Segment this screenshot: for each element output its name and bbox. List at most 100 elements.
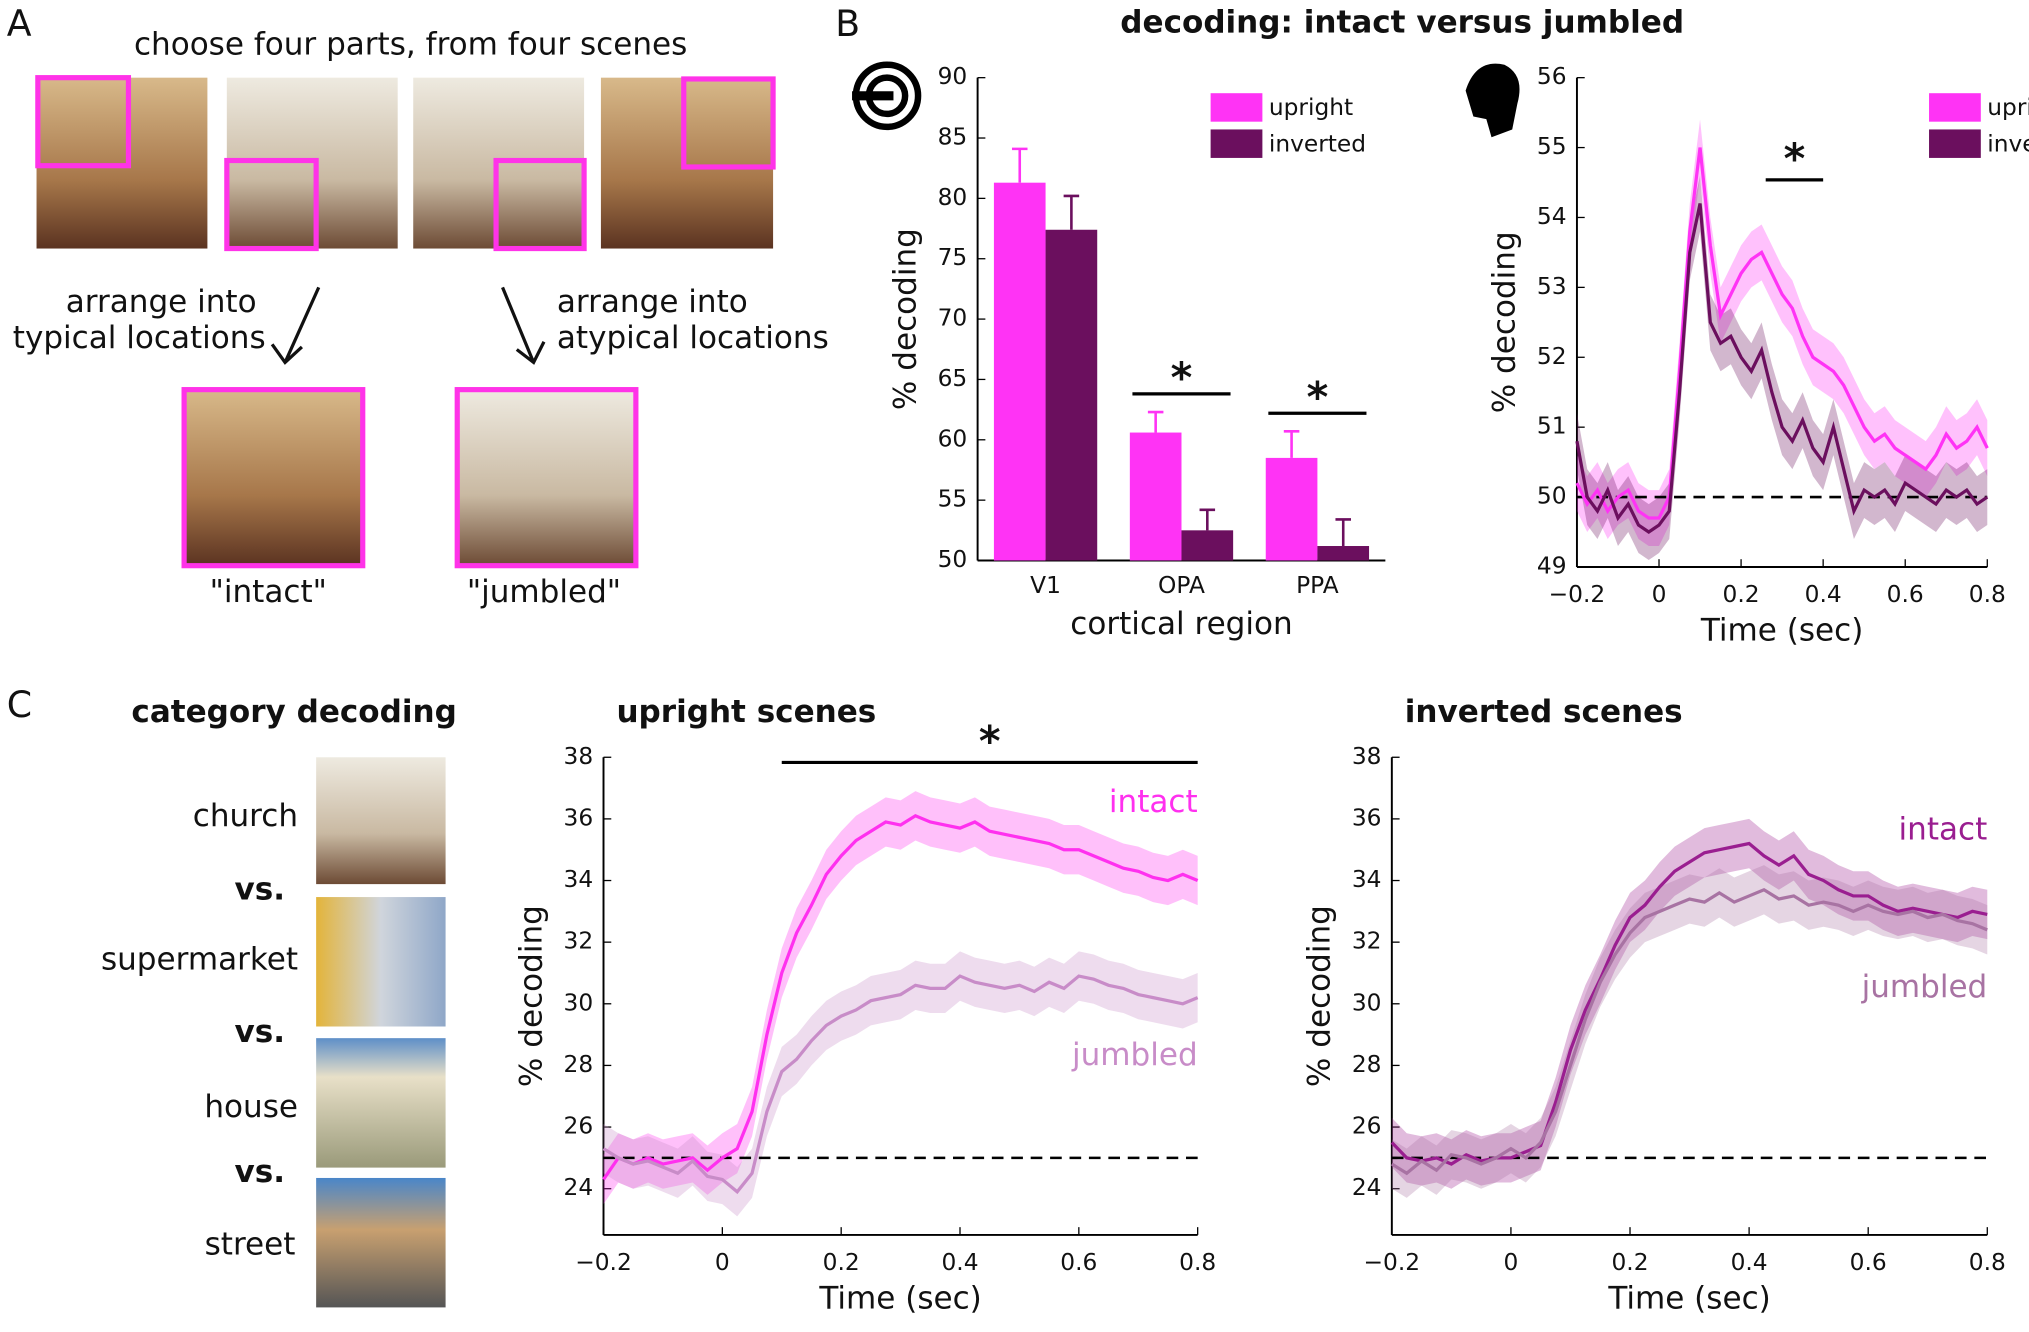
bar [1181,530,1234,561]
error-bar [1011,147,1028,183]
y-tick-label: 50 [938,546,968,573]
chart-title: upright scenes [616,694,876,730]
y-tick-label: 24 [1352,1174,1382,1201]
error-band [1576,175,1988,560]
y-tick-label: 85 [938,124,968,151]
series-label: jumbled [1071,1037,1198,1073]
x-tick-label: 0.2 [823,1249,860,1276]
significance-label: * [1171,354,1193,402]
panel-b-title: decoding: intact versus jumbled [1120,4,1684,40]
y-tick-label: 52 [1537,343,1567,370]
x-tick-label: 0.8 [1969,1249,2006,1276]
y-tick-label: 50 [1537,483,1567,510]
x-tick-label: −0.2 [1549,581,1606,608]
x-axis-label: Time (sec) [1700,613,1863,649]
y-tick-label: 70 [938,305,968,332]
y-tick-label: 30 [563,989,593,1016]
x-tick-label: 0.8 [1969,581,2006,608]
y-tick-label: 51 [1537,413,1567,440]
series-label: jumbled [1861,969,1988,1005]
y-tick-label: 65 [938,365,968,392]
scene-image [316,897,446,1027]
y-tick-label: 60 [938,425,968,452]
scene-image [316,1038,446,1168]
y-tick-label: 32 [1352,928,1382,955]
series-label: intact [1109,784,1198,820]
caption: arrange into [66,284,257,320]
x-tick-label: 0.2 [1723,581,1760,608]
legend-label: upright [1269,94,1353,121]
series-line [602,974,1199,1195]
error-band [1391,818,1988,1189]
x-tick-label: 0.4 [1805,581,1842,608]
category-item: house [204,1089,298,1125]
y-axis-label: % decoding [1487,231,1523,413]
x-tick-label: 0.6 [1887,581,1924,608]
y-tick-label: 90 [938,63,968,90]
panel-a-title: choose four parts, from four scenes [134,26,687,62]
series-line [1575,147,1989,520]
panel-label: B [835,2,860,45]
error-bar [1283,430,1300,458]
scene-image [316,757,446,885]
bar [993,182,1046,561]
error-band [603,791,1198,1205]
y-axis-label: % decoding [1302,905,1338,1087]
legend-swatch [1210,129,1263,158]
x-axis-label: Time (sec) [818,1281,981,1317]
caption: typical locations [13,320,266,356]
output-label: "jumbled" [467,574,621,610]
intact-image [181,387,366,569]
head-icon [1465,63,1520,138]
x-axis-label: cortical region [1070,606,1292,642]
x-tick-label: OPA [1158,572,1205,599]
error-band [603,951,1198,1217]
significance-label: * [1784,135,1806,183]
scene-image [600,77,774,249]
caption: atypical locations [557,320,829,356]
y-tick-label: 54 [1537,203,1567,230]
category-item: vs. [235,872,286,908]
chart-title: inverted scenes [1405,694,1683,730]
y-axis-label: % decoding [513,905,549,1087]
x-tick-label: 0.4 [1731,1249,1768,1276]
y-tick-label: 80 [938,184,968,211]
y-tick-label: 55 [938,486,968,513]
error-bar [1147,410,1164,433]
legend-label: inverted [1987,130,2029,157]
category-item: vs. [235,1154,286,1190]
legend-swatch [1929,129,1981,158]
x-tick-label: 0.2 [1611,1249,1648,1276]
x-tick-label: 0 [715,1249,730,1276]
x-axis-label: Time (sec) [1607,1281,1770,1317]
x-tick-label: −0.2 [575,1249,632,1276]
scene-image [316,1177,446,1308]
y-tick-label: 56 [1537,63,1567,90]
x-tick-label: PPA [1296,572,1339,599]
y-tick-label: 36 [1352,804,1382,831]
scene-image [226,77,398,249]
error-bar [1199,508,1216,531]
x-tick-label: 0.6 [1060,1249,1097,1276]
error-bar [1335,518,1351,547]
series-line [1390,887,1988,1176]
category-item: vs. [235,1014,286,1050]
y-tick-label: 28 [563,1051,593,1078]
y-tick-label: 49 [1537,552,1567,579]
y-tick-label: 32 [563,928,593,955]
y-tick-label: 75 [938,244,968,271]
y-tick-label: 38 [563,743,593,770]
category-item: church [193,798,298,834]
series-line [602,813,1199,1181]
y-tick-label: 36 [563,804,593,831]
bar [1317,546,1370,561]
y-tick-label: 28 [1352,1051,1382,1078]
category-item: supermarket [101,941,298,977]
x-tick-label: −0.2 [1364,1249,1421,1276]
y-tick-label: 55 [1537,133,1567,160]
x-tick-label: V1 [1030,572,1061,599]
error-bar [1063,194,1080,230]
x-tick-label: 0.8 [1179,1249,1216,1276]
